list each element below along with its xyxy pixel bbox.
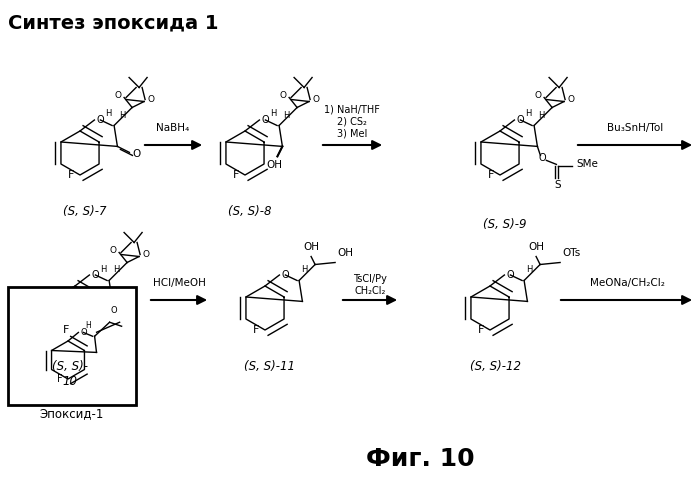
Text: H: H — [105, 109, 111, 118]
Text: (S, S)-
10: (S, S)- 10 — [52, 360, 88, 388]
Text: HCl/MeOH: HCl/MeOH — [153, 278, 205, 288]
Text: S: S — [554, 180, 561, 190]
Text: OH: OH — [267, 160, 282, 171]
Text: O: O — [111, 306, 117, 315]
Text: H: H — [113, 266, 120, 275]
Text: H: H — [538, 110, 545, 119]
Text: O: O — [281, 270, 289, 280]
Text: MeONa/CH₂Cl₂: MeONa/CH₂Cl₂ — [589, 278, 664, 288]
Text: H: H — [119, 111, 125, 120]
Text: F: F — [488, 170, 494, 180]
Text: O: O — [132, 149, 141, 159]
Text: F: F — [68, 170, 74, 180]
Text: OTs: OTs — [562, 248, 580, 258]
Text: F: F — [477, 325, 484, 335]
Text: NaBH₄: NaBH₄ — [156, 123, 190, 133]
Text: Синтез эпоксида 1: Синтез эпоксида 1 — [8, 13, 218, 32]
Text: F: F — [62, 325, 69, 335]
Text: H: H — [526, 266, 533, 275]
Text: H: H — [283, 110, 290, 119]
Text: O: O — [534, 91, 541, 100]
Text: (S, S)-7: (S, S)-7 — [63, 205, 106, 218]
Bar — [8, 287, 136, 405]
Text: H: H — [301, 266, 307, 275]
Text: H: H — [525, 109, 531, 118]
Text: O: O — [147, 95, 154, 104]
Text: 1) NaH/THF: 1) NaH/THF — [324, 105, 380, 115]
Text: (S, S)-11: (S, S)-11 — [244, 360, 295, 373]
Text: O: O — [142, 250, 149, 259]
Text: (S, S)-9: (S, S)-9 — [483, 218, 526, 231]
Text: (S, S)-8: (S, S)-8 — [228, 205, 272, 218]
Text: O: O — [506, 270, 514, 280]
Text: Фиг. 10: Фиг. 10 — [365, 447, 475, 471]
Text: H: H — [85, 321, 90, 330]
Text: (S, S)-12: (S, S)-12 — [470, 360, 521, 373]
Text: OH: OH — [337, 248, 353, 258]
Text: F: F — [232, 170, 239, 180]
Text: Эпоксид-1: Эпоксид-1 — [40, 407, 104, 420]
Text: O: O — [80, 328, 87, 337]
Text: O: O — [114, 91, 121, 100]
Text: O: O — [279, 91, 286, 100]
Text: O: O — [109, 246, 116, 255]
Text: O: O — [261, 115, 269, 125]
Text: OH: OH — [528, 243, 544, 252]
Text: O: O — [312, 95, 319, 104]
Text: O: O — [517, 115, 524, 125]
Text: TsCl/Py: TsCl/Py — [353, 274, 387, 284]
Text: O: O — [567, 95, 574, 104]
Text: F: F — [57, 374, 63, 384]
Text: O: O — [92, 270, 99, 280]
Text: O: O — [538, 153, 546, 163]
Text: H: H — [270, 109, 276, 118]
Text: H: H — [99, 265, 106, 274]
Text: SMe: SMe — [576, 159, 598, 170]
Text: Bu₃SnH/Tol: Bu₃SnH/Tol — [607, 123, 663, 133]
Text: 2) CS₂: 2) CS₂ — [337, 117, 367, 127]
Text: F: F — [253, 325, 259, 335]
Text: O: O — [97, 115, 104, 125]
Text: OH: OH — [303, 243, 319, 252]
Text: CH₂Cl₂: CH₂Cl₂ — [354, 286, 386, 296]
Text: 3) MeI: 3) MeI — [337, 129, 368, 139]
